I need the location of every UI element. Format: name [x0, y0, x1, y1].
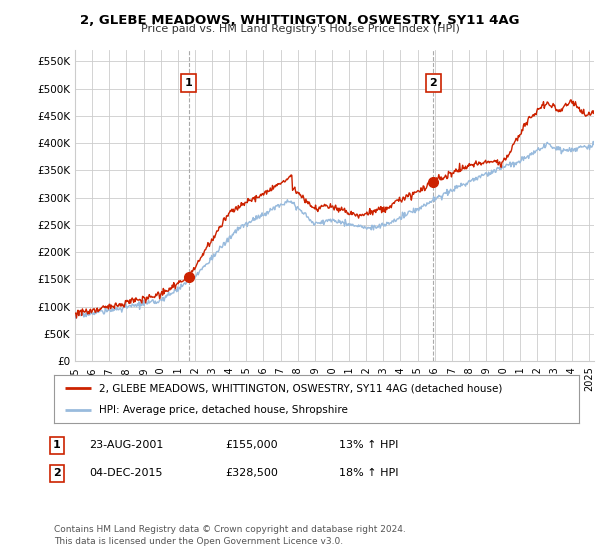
- Text: HPI: Average price, detached house, Shropshire: HPI: Average price, detached house, Shro…: [98, 405, 347, 415]
- Text: 2: 2: [430, 78, 437, 88]
- Text: 1: 1: [185, 78, 193, 88]
- Text: 23-AUG-2001: 23-AUG-2001: [89, 440, 163, 450]
- Text: 18% ↑ HPI: 18% ↑ HPI: [339, 468, 398, 478]
- Text: 2, GLEBE MEADOWS, WHITTINGTON, OSWESTRY, SY11 4AG: 2, GLEBE MEADOWS, WHITTINGTON, OSWESTRY,…: [80, 14, 520, 27]
- Text: £155,000: £155,000: [225, 440, 278, 450]
- Text: 13% ↑ HPI: 13% ↑ HPI: [339, 440, 398, 450]
- Text: 04-DEC-2015: 04-DEC-2015: [89, 468, 162, 478]
- Text: Price paid vs. HM Land Registry's House Price Index (HPI): Price paid vs. HM Land Registry's House …: [140, 24, 460, 34]
- Text: 2: 2: [53, 468, 61, 478]
- Text: £328,500: £328,500: [225, 468, 278, 478]
- Text: 1: 1: [53, 440, 61, 450]
- Text: 2, GLEBE MEADOWS, WHITTINGTON, OSWESTRY, SY11 4AG (detached house): 2, GLEBE MEADOWS, WHITTINGTON, OSWESTRY,…: [98, 383, 502, 393]
- Text: Contains HM Land Registry data © Crown copyright and database right 2024.
This d: Contains HM Land Registry data © Crown c…: [54, 525, 406, 546]
